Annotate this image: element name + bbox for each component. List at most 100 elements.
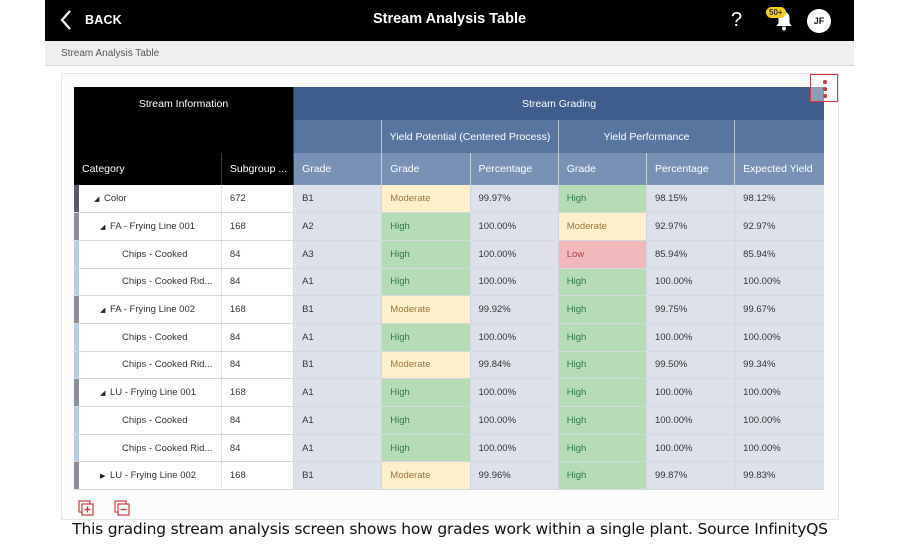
cell-yperf-grade: High bbox=[557, 461, 647, 491]
cell-yp-percentage: 99.96% bbox=[469, 461, 559, 491]
cell-category: ◢ LU - Frying Line 001 bbox=[74, 378, 222, 407]
cell-subgroup: 168 bbox=[220, 295, 294, 324]
cell-expected-yield: 98.12% bbox=[734, 185, 824, 214]
cell-yperf-percentage: 100.00% bbox=[645, 378, 735, 407]
collapse-all-icon[interactable] bbox=[114, 500, 130, 516]
column-header-grade[interactable]: Grade bbox=[293, 153, 382, 185]
table-row[interactable]: Chips - Cooked 84 A3 High 100.00% Low 85… bbox=[74, 240, 824, 269]
cell-yp-percentage: 100.00% bbox=[469, 323, 559, 352]
category-label: FA - Frying Line 002 bbox=[110, 304, 196, 316]
cell-yperf-percentage: 100.00% bbox=[645, 268, 735, 297]
row-level-indicator bbox=[74, 185, 79, 212]
notifications-button[interactable]: 50+ bbox=[766, 7, 794, 31]
table-row[interactable]: ◢ Color 672 B1 Moderate 99.97% High 98.15… bbox=[74, 185, 824, 214]
top-bar: BACK Stream Analysis Table ? 50+ JF bbox=[45, 0, 854, 41]
collapsed-triangle-icon[interactable]: ▶ bbox=[100, 473, 106, 481]
cell-subgroup: 84 bbox=[220, 406, 294, 435]
row-level-indicator bbox=[74, 462, 79, 489]
cell-category: ▶ LU - Frying Line 002 bbox=[74, 461, 222, 491]
cell-subgroup: 168 bbox=[220, 212, 294, 241]
cell-category: Chips - Cooked bbox=[74, 240, 222, 269]
cell-yp-percentage: 100.00% bbox=[469, 434, 559, 463]
category-label: Chips - Cooked Rid... bbox=[122, 442, 213, 454]
back-label: BACK bbox=[85, 13, 122, 27]
expand-all-icon[interactable] bbox=[78, 500, 94, 516]
help-button[interactable]: ? bbox=[731, 9, 743, 31]
back-button[interactable]: BACK bbox=[59, 9, 122, 31]
cell-grade: A1 bbox=[293, 378, 382, 407]
subheader-grade-blank bbox=[293, 120, 382, 153]
cell-category: Chips - Cooked bbox=[74, 406, 222, 435]
notification-badge: 50+ bbox=[766, 7, 786, 18]
category-label: Chips - Cooked bbox=[122, 414, 188, 426]
cell-grade: A1 bbox=[293, 268, 382, 297]
cell-yp-percentage: 100.00% bbox=[469, 378, 559, 407]
expanded-triangle-icon[interactable]: ◢ bbox=[94, 196, 100, 204]
cell-yp-grade: High bbox=[381, 240, 471, 269]
column-header-yp-percentage[interactable]: Percentage bbox=[469, 153, 559, 185]
cell-yperf-percentage: 99.50% bbox=[645, 351, 735, 380]
subheader-yield-potential: Yield Potential (Centered Process) bbox=[381, 120, 559, 153]
row-level-indicator bbox=[74, 213, 79, 240]
cell-yperf-grade: Low bbox=[557, 240, 647, 269]
cell-category: Chips - Cooked Rid... bbox=[74, 268, 222, 297]
cell-expected-yield: 100.00% bbox=[734, 434, 824, 463]
cell-yp-grade: High bbox=[381, 378, 471, 407]
column-header-expected-yield[interactable]: Expected Yield bbox=[734, 153, 824, 185]
cell-expected-yield: 99.67% bbox=[734, 295, 824, 324]
column-header-subgroup[interactable]: Subgroup ... bbox=[220, 153, 295, 185]
cell-subgroup: 84 bbox=[220, 434, 294, 463]
table-row[interactable]: ▶ LU - Frying Line 002 168 B1 Moderate 99… bbox=[74, 461, 824, 491]
cell-yp-percentage: 100.00% bbox=[469, 268, 559, 297]
column-header-category[interactable]: Category bbox=[74, 153, 222, 185]
cell-subgroup: 168 bbox=[220, 378, 294, 407]
column-header-yperf-percentage[interactable]: Percentage bbox=[645, 153, 735, 185]
row-level-indicator bbox=[74, 240, 79, 268]
cell-yperf-percentage: 92.97% bbox=[645, 212, 735, 241]
cell-yp-grade: Moderate bbox=[381, 295, 471, 324]
cell-yp-grade: Moderate bbox=[381, 351, 471, 380]
table-row[interactable]: ◢ FA - Frying Line 002 168 B1 Moderate 99… bbox=[74, 295, 824, 324]
cell-yp-grade: High bbox=[381, 268, 471, 297]
table-row[interactable]: Chips - Cooked Rid... 84 A1 High 100.00%… bbox=[74, 434, 824, 463]
category-label: Chips - Cooked Rid... bbox=[122, 276, 213, 288]
table-row[interactable]: ◢ FA - Frying Line 001 168 A2 High 100.00… bbox=[74, 212, 824, 241]
column-header-yperf-grade[interactable]: Grade bbox=[557, 153, 647, 185]
category-label: Chips - Cooked bbox=[122, 331, 188, 343]
breadcrumb-current: Stream Analysis Table bbox=[61, 48, 160, 59]
row-level-indicator bbox=[74, 296, 79, 323]
table-row[interactable]: Chips - Cooked 84 A1 High 100.00% High 1… bbox=[74, 323, 824, 352]
row-level-indicator bbox=[74, 379, 79, 406]
expanded-triangle-icon[interactable]: ◢ bbox=[100, 390, 106, 398]
cell-yperf-percentage: 99.87% bbox=[645, 461, 735, 491]
column-header-yp-grade[interactable]: Grade bbox=[381, 153, 471, 185]
user-avatar[interactable]: JF bbox=[807, 9, 831, 33]
cell-grade: A1 bbox=[293, 406, 382, 435]
category-label: Chips - Cooked bbox=[122, 248, 188, 260]
cell-subgroup: 84 bbox=[220, 351, 294, 380]
table-row[interactable]: Chips - Cooked Rid... 84 A1 High 100.00%… bbox=[74, 268, 824, 297]
cell-yp-percentage: 100.00% bbox=[469, 212, 559, 241]
cell-grade: B1 bbox=[293, 295, 382, 324]
chevron-left-icon bbox=[60, 10, 71, 30]
category-label: Chips - Cooked Rid... bbox=[122, 359, 213, 371]
cell-yperf-grade: High bbox=[557, 406, 647, 435]
cell-yperf-grade: High bbox=[557, 351, 647, 380]
table-row[interactable]: Chips - Cooked Rid... 84 B1 Moderate 99.… bbox=[74, 351, 824, 380]
expanded-triangle-icon[interactable]: ◢ bbox=[100, 224, 106, 232]
cell-yperf-percentage: 100.00% bbox=[645, 406, 735, 435]
cell-expected-yield: 99.83% bbox=[734, 461, 824, 491]
cell-yp-grade: High bbox=[381, 212, 471, 241]
row-level-indicator bbox=[74, 351, 79, 378]
cell-grade: A1 bbox=[293, 323, 382, 352]
more-options-button[interactable] bbox=[810, 74, 838, 102]
table-row[interactable]: ◢ LU - Frying Line 001 168 A1 High 100.00… bbox=[74, 378, 824, 407]
table-row[interactable]: Chips - Cooked 84 A1 High 100.00% High 1… bbox=[74, 406, 824, 435]
cell-yperf-grade: High bbox=[557, 268, 647, 297]
cell-grade: B1 bbox=[293, 351, 382, 380]
cell-yp-percentage: 100.00% bbox=[469, 406, 559, 435]
cell-yp-percentage: 99.97% bbox=[469, 185, 559, 214]
cell-subgroup: 84 bbox=[220, 240, 294, 269]
cell-category: ◢ FA - Frying Line 002 bbox=[74, 295, 222, 324]
expanded-triangle-icon[interactable]: ◢ bbox=[100, 307, 106, 315]
